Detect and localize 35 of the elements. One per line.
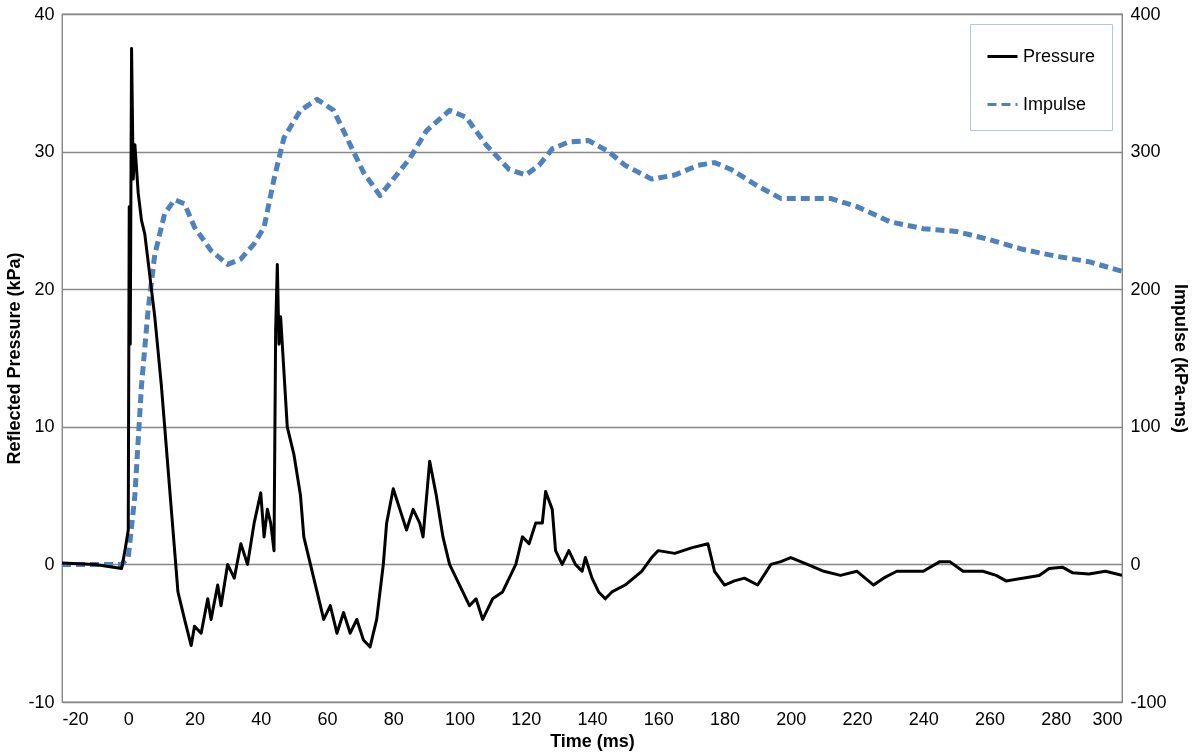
y2-tick-label: -100 <box>1130 691 1167 712</box>
x-tick-label: 60 <box>317 708 338 729</box>
y2-axis-title: Impulse (kPa-ms) <box>1170 283 1191 434</box>
y2-tick-label: 400 <box>1130 3 1161 24</box>
x-tick-label: 280 <box>1041 708 1072 729</box>
x-tick-label: 120 <box>511 708 542 729</box>
legend-label: Impulse <box>1023 93 1087 114</box>
x-tick-label: 160 <box>643 708 674 729</box>
x-tick-label: -20 <box>62 708 89 729</box>
x-tick-label: 180 <box>709 708 741 729</box>
x-tick-label: 0 <box>123 708 134 729</box>
legend-label: Pressure <box>1023 45 1096 66</box>
x-tick-label: 240 <box>908 708 939 729</box>
x-tick-label: 20 <box>184 708 206 729</box>
y-tick-label: 20 <box>34 278 55 299</box>
y-tick-label: 0 <box>44 553 55 574</box>
y-tick-label: -10 <box>28 691 55 712</box>
y2-tick-label: 300 <box>1130 141 1161 162</box>
x-tick-label: 140 <box>577 708 608 729</box>
x-tick-label: 220 <box>842 708 873 729</box>
y-tick-label: 30 <box>34 141 55 162</box>
x-axis-title: Time (ms) <box>550 730 635 751</box>
x-tick-label: 80 <box>383 708 404 729</box>
y-tick-label: 10 <box>34 416 55 437</box>
y2-tick-label: 200 <box>1130 278 1161 299</box>
y2-tick-label: 100 <box>1130 416 1161 437</box>
y-tick-label: 40 <box>34 3 55 24</box>
x-tick-label: 100 <box>444 708 476 729</box>
x-tick-label: 300 <box>1092 708 1123 729</box>
x-tick-label: 200 <box>776 708 807 729</box>
y-axis-title: Reflected Pressure (kPa) <box>4 252 25 465</box>
line-series <box>62 46 1122 649</box>
x-tick-label: 40 <box>251 708 272 729</box>
x-tick-label: 260 <box>974 708 1006 729</box>
y2-tick-label: 0 <box>1130 553 1141 574</box>
